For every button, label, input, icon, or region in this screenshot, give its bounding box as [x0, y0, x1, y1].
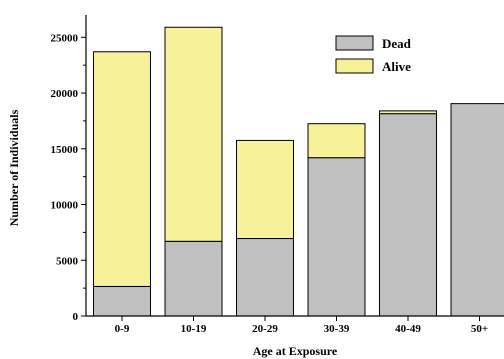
bar-dead-30-39: [307, 157, 366, 317]
y-tick-label: 20000: [51, 88, 79, 100]
legend-swatch-alive: [335, 58, 374, 74]
x-tick-label: 30-39: [324, 323, 350, 335]
bar-dead-10-19: [164, 240, 223, 317]
x-tick-label: 20-29: [252, 323, 278, 335]
bar-dead-50+: [450, 103, 504, 317]
bars-layer: [93, 26, 504, 317]
x-axis-title: Age at Exposure: [253, 344, 338, 358]
x-tick-label: 50+: [471, 323, 488, 335]
y-tick-label: 5000: [56, 255, 79, 267]
x-tick-label: 0-9: [115, 323, 130, 335]
legend: Dead Alive: [335, 35, 412, 74]
bar-dead-20-29: [236, 238, 294, 317]
legend-label-alive: Alive: [382, 59, 411, 74]
y-tick-label: 10000: [51, 200, 79, 212]
bar-alive-10-19: [164, 26, 223, 242]
legend-swatch-dead: [335, 35, 374, 51]
bar-alive-0-9: [93, 51, 151, 287]
legend-label-dead: Dead: [382, 36, 412, 51]
bar-alive-30-39: [307, 123, 366, 159]
y-tick-label: 25000: [51, 32, 79, 44]
bar-alive-20-29: [236, 139, 294, 240]
x-tick-label: 40-49: [395, 323, 421, 335]
x-ticks: 0-9 10-19 20-29 30-39 40-49 50+: [115, 316, 488, 335]
y-axis-title: Number of Individuals: [7, 109, 21, 226]
bar-dead-40-49: [379, 113, 437, 317]
y-ticks: 0 5000 10000 15000 20000 25000: [51, 32, 86, 323]
bar-alive-40-49: [379, 110, 437, 115]
x-tick-label: 10-19: [181, 323, 207, 335]
y-tick-label: 0: [73, 311, 79, 323]
y-tick-label: 15000: [51, 144, 79, 156]
bar-dead-0-9: [93, 285, 151, 317]
